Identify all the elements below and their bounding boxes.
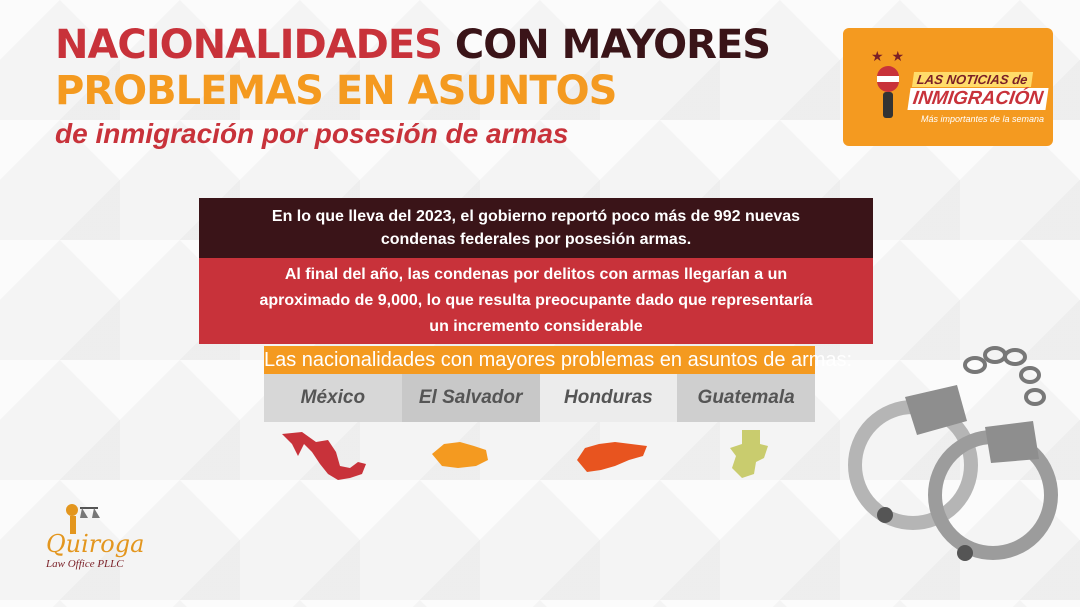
el-salvador-map-icon <box>432 442 488 468</box>
stars-icon: ★ ★ <box>871 48 906 64</box>
microphone-icon <box>877 66 899 118</box>
law-office-logo: Quiroga Law Office PLLC <box>40 500 150 580</box>
country-mexico: México <box>264 374 402 422</box>
info-box-2-text: Al final del año, las condenas por delit… <box>259 266 813 335</box>
badge-line-1: LAS NOTICIAS de <box>911 72 1033 87</box>
badge-line-3: Más importantes de la semana <box>921 114 1045 124</box>
title-line-1: NACIONALIDADES CON MAYORES <box>55 22 771 68</box>
handcuffs-icon <box>848 346 1058 561</box>
title-part-2: CON MAYORES <box>454 22 771 68</box>
guatemala-map-icon <box>730 430 768 478</box>
country-honduras: Honduras <box>539 374 678 422</box>
news-badge: ★ ★ LAS NOTICIAS de INMIGRACIÓN Más impo… <box>843 28 1053 146</box>
badge-line-2: INMIGRACIÓN <box>907 88 1049 110</box>
title-part-1: NACIONALIDADES <box>55 22 443 68</box>
info-box-1-text: En lo que lleva del 2023, el gobierno re… <box>271 208 801 248</box>
title-line-2: PROBLEMAS EN ASUNTOS <box>55 68 617 114</box>
country-el-salvador: El Salvador <box>401 374 540 422</box>
logo-subtitle: Law Office PLLC <box>46 558 124 570</box>
country-guatemala: Guatemala <box>677 374 815 422</box>
page-title: NACIONALIDADES CON MAYORES PROBLEMAS EN … <box>55 22 771 150</box>
logo-name: Quiroga <box>46 530 145 558</box>
nationalities-heading: Las nacionalidades con mayores problemas… <box>264 346 852 374</box>
countries-row: México El Salvador Honduras Guatemala <box>264 374 815 422</box>
info-box-1: En lo que lleva del 2023, el gobierno re… <box>199 198 873 258</box>
info-box-2: Al final del año, las condenas por delit… <box>199 258 873 344</box>
honduras-map-icon <box>577 442 647 472</box>
scales-icon <box>66 504 100 534</box>
mexico-map-icon <box>282 432 366 480</box>
subtitle: de inmigración por posesión de armas <box>55 118 569 149</box>
